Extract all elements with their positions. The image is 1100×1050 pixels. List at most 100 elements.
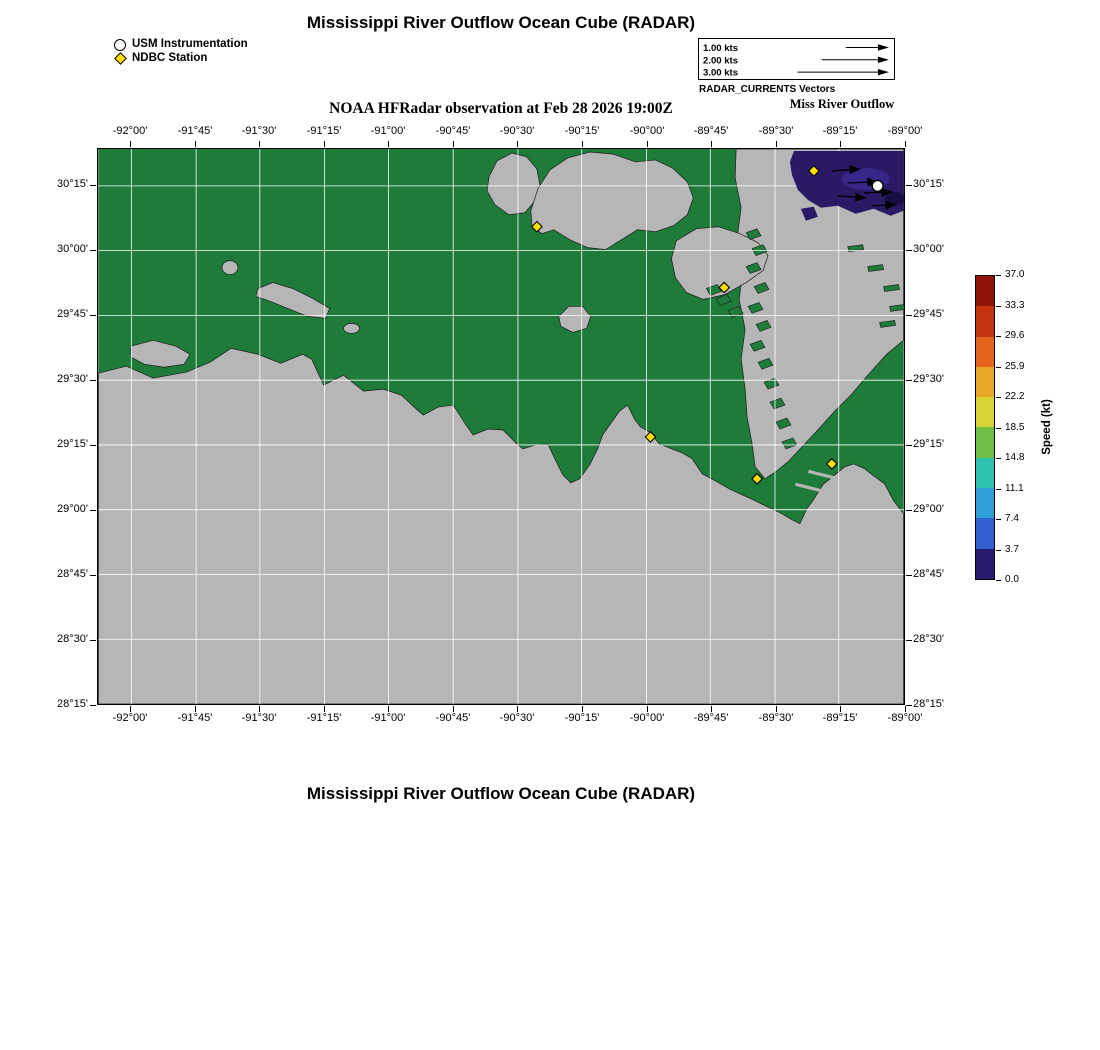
marsh-fragment [769, 397, 786, 410]
marsh-fragment [715, 294, 732, 306]
colorbar-tick-label: 25.9 [1005, 360, 1025, 372]
lake-borgne [671, 226, 769, 300]
colorbar-tickmark [996, 397, 1001, 398]
colorbar-band [976, 457, 994, 489]
lat-tick-label-left: 29°15' [57, 438, 88, 450]
barrier-island [847, 244, 865, 252]
colorbar-band [976, 276, 994, 307]
lat-tick-label-left: 30°15' [57, 178, 88, 190]
lon-tick-label-top: -90°45' [435, 125, 471, 137]
lon-tick-label-top: -89°15' [822, 125, 858, 137]
colorbar-tick-label: 0.0 [1005, 574, 1019, 585]
lon-tick-label-bottom: -90°00' [629, 712, 665, 724]
station-markers [530, 164, 884, 485]
vector-scale-arrow-head [877, 68, 889, 76]
lake-pontchartrain [530, 151, 694, 250]
axis-tick-top [130, 141, 131, 147]
ndbc-station-icon [114, 52, 127, 65]
axis-tick-top [840, 141, 841, 147]
axis-tick-top [259, 141, 260, 147]
ndbc-station-marker [718, 281, 731, 294]
delta-channel [794, 482, 836, 496]
axis-tick-right [906, 250, 912, 251]
lon-tick-label-bottom: -91°00' [370, 712, 406, 724]
lon-tick-label-top: -90°30' [499, 125, 535, 137]
marsh-fragment [775, 417, 792, 430]
lon-tick-label-bottom: -92°00' [112, 712, 148, 724]
lon-tick-label-top: -90°15' [564, 125, 600, 137]
colorbar-tick-label: 3.7 [1005, 543, 1019, 555]
map-canvas [98, 149, 904, 704]
lon-tick-label-top: -91°30' [241, 125, 277, 137]
lon-tick-label-top: -89°30' [758, 125, 794, 137]
axis-tick-bottom [840, 706, 841, 712]
lat-tick-label-right: 28°15' [913, 698, 944, 710]
marsh-fragment [757, 357, 774, 370]
ndbc-station-marker [644, 431, 657, 443]
axis-tick-top [647, 141, 648, 147]
inland-lake-south [558, 306, 592, 333]
colorbar-tickmark [996, 366, 1001, 368]
axis-tick-bottom [582, 706, 583, 712]
lon-tick-label-bottom: -90°30' [499, 712, 535, 724]
axis-tick-bottom [711, 706, 712, 712]
marsh-fragment [751, 244, 768, 256]
axis-tick-top [776, 141, 777, 147]
ndbc-station-marker [807, 164, 820, 177]
axis-tick-top [711, 141, 712, 147]
marsh-fragment [745, 262, 762, 274]
marsh-fragment [745, 228, 762, 241]
axis-tick-right [906, 510, 912, 511]
lat-tick-label-left: 29°00' [57, 503, 88, 515]
axis-tick-top [388, 141, 389, 147]
lon-tick-label-bottom: -89°00' [887, 712, 923, 724]
colorbar-band [976, 518, 994, 549]
ndbc-station-marker [825, 457, 838, 470]
colorbar-tickmark [996, 519, 1001, 520]
legend-usm-label: USM Instrumentation [132, 38, 248, 50]
observation-subtitle: NOAA HFRadar observation at Feb 28 2026 … [329, 100, 673, 117]
lon-tick-label-bottom: -91°15' [306, 712, 342, 724]
barrier-island [889, 304, 904, 312]
colorbar-tickmark [996, 580, 1001, 581]
lon-tick-label-top: -91°15' [306, 125, 342, 137]
axis-tick-right [906, 380, 912, 381]
current-vector-arrow [837, 192, 867, 202]
lat-tick-label-left: 29°30' [57, 373, 88, 385]
lon-tick-label-bottom: -90°45' [435, 712, 471, 724]
lat-tick-label-right: 29°45' [913, 308, 944, 320]
radar-field-patch-small [800, 206, 818, 221]
marsh-fragment [753, 282, 770, 294]
colorbar-tickmark [996, 458, 1001, 459]
figure-title-top: Mississippi River Outflow Ocean Cube (RA… [306, 13, 696, 32]
current-vector-arrow [871, 200, 897, 210]
axis-tick-right [906, 445, 912, 446]
axis-tick-top [517, 141, 518, 147]
axis-tick-bottom [776, 706, 777, 712]
colorbar-band [976, 427, 994, 458]
colorbar-tick-label: 37.0 [1005, 269, 1025, 280]
colorbar-band [976, 488, 994, 519]
colorbar-tickmark [996, 305, 1001, 307]
colorbar [975, 275, 995, 580]
lat-tick-label-right: 29°30' [913, 373, 944, 385]
usm-instrumentation-icon [114, 39, 126, 51]
marsh-fragment [749, 339, 766, 352]
colorbar-tick-label: 33.3 [1005, 299, 1025, 311]
colorbar-band [976, 366, 994, 398]
delta-channel [822, 496, 864, 510]
colorbar-tickmark [996, 336, 1001, 337]
axis-tick-left [90, 380, 96, 381]
lon-tick-label-top: -92°00' [112, 125, 148, 137]
marsh-fragment [747, 302, 764, 314]
axis-tick-bottom [388, 706, 389, 712]
axis-tick-bottom [195, 706, 196, 712]
colorbar-tick-label: 29.6 [1005, 330, 1025, 341]
colorbar-tick-label: 11.1 [1005, 482, 1024, 494]
radar-current-field [789, 150, 904, 221]
barrier-island [879, 320, 896, 328]
colorbar-tickmark [996, 427, 1001, 429]
inland-lake-west-3 [343, 323, 360, 334]
axis-tick-right [906, 575, 912, 576]
grid-lines [98, 149, 904, 704]
